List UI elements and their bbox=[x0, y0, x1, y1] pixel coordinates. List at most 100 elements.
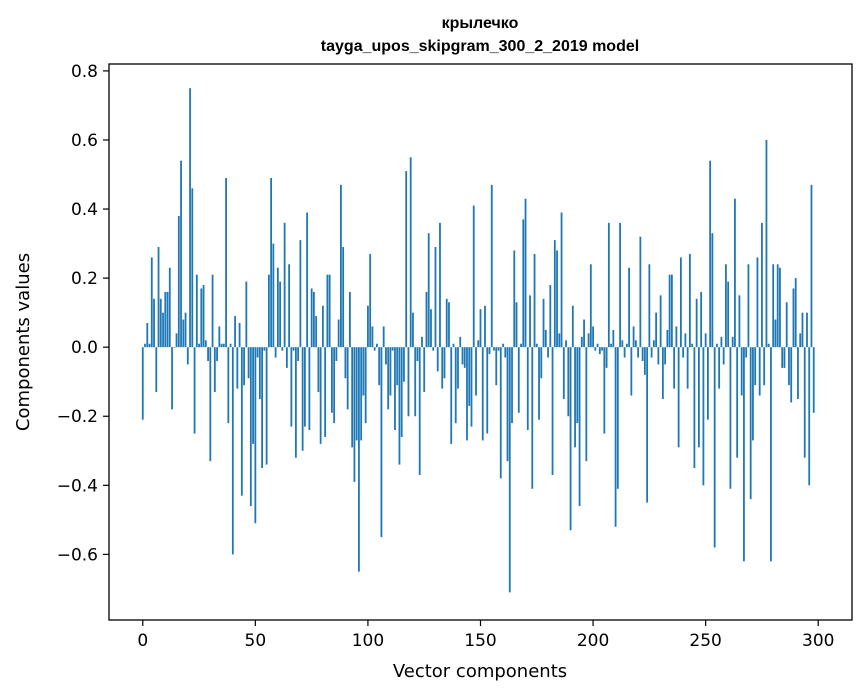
bar bbox=[655, 312, 658, 348]
bar bbox=[754, 347, 757, 386]
bar bbox=[166, 291, 169, 348]
bar bbox=[810, 184, 813, 348]
bar bbox=[502, 343, 504, 348]
bar bbox=[459, 336, 462, 348]
bar bbox=[756, 257, 759, 348]
bar bbox=[292, 347, 295, 351]
y-tick-label: 0.6 bbox=[71, 131, 98, 151]
bar bbox=[725, 264, 727, 348]
bar bbox=[159, 298, 162, 348]
bar bbox=[254, 347, 257, 524]
bar bbox=[587, 333, 590, 348]
bar bbox=[508, 347, 511, 593]
x-tick-label: 250 bbox=[689, 631, 721, 651]
bar bbox=[765, 139, 768, 348]
y-tick-label: −0.2 bbox=[57, 407, 98, 427]
x-axis-label: Vector components bbox=[393, 661, 567, 682]
bar bbox=[436, 347, 439, 372]
bar bbox=[792, 288, 795, 348]
bar bbox=[441, 347, 444, 389]
bar bbox=[376, 343, 378, 348]
bar bbox=[698, 347, 700, 448]
bar bbox=[180, 160, 182, 348]
bar bbox=[294, 347, 297, 458]
bar bbox=[369, 253, 372, 348]
bar bbox=[184, 312, 187, 348]
bar bbox=[797, 347, 799, 399]
bar bbox=[585, 347, 588, 462]
bar bbox=[562, 347, 565, 399]
bar bbox=[207, 347, 209, 361]
bar bbox=[285, 347, 288, 368]
bar bbox=[216, 347, 218, 361]
bar bbox=[382, 326, 385, 348]
bar bbox=[641, 347, 644, 361]
bar bbox=[175, 333, 178, 348]
bar bbox=[258, 347, 261, 399]
bar bbox=[306, 212, 309, 348]
bar bbox=[673, 347, 676, 389]
bar bbox=[193, 347, 196, 434]
bar bbox=[625, 343, 628, 348]
bar bbox=[150, 257, 153, 348]
bar bbox=[583, 319, 585, 348]
bar bbox=[616, 347, 619, 489]
bar bbox=[335, 347, 338, 361]
bar bbox=[808, 347, 811, 486]
bar bbox=[371, 326, 374, 348]
bar bbox=[639, 236, 642, 348]
bar bbox=[738, 295, 741, 348]
bar bbox=[736, 347, 739, 458]
bar bbox=[628, 267, 630, 348]
bar bbox=[427, 233, 430, 348]
bar bbox=[711, 233, 714, 348]
bar bbox=[499, 347, 502, 479]
bar bbox=[790, 347, 793, 403]
bar bbox=[222, 343, 225, 348]
bar bbox=[346, 347, 349, 410]
bar bbox=[675, 326, 678, 348]
bar bbox=[265, 347, 268, 465]
bar bbox=[220, 343, 223, 348]
bar bbox=[276, 267, 279, 348]
bar bbox=[668, 274, 671, 348]
bar bbox=[421, 336, 423, 348]
bar bbox=[517, 347, 520, 413]
bar bbox=[547, 347, 549, 358]
bar bbox=[157, 247, 160, 348]
bar bbox=[567, 347, 570, 417]
bar bbox=[619, 222, 621, 348]
bar bbox=[596, 343, 599, 348]
bar bbox=[353, 347, 356, 482]
bar bbox=[556, 250, 558, 348]
bar bbox=[522, 219, 525, 348]
bar bbox=[621, 340, 624, 348]
bar bbox=[515, 302, 518, 348]
y-tick-label: 0.8 bbox=[71, 62, 98, 82]
bar bbox=[630, 347, 633, 396]
x-tick-label: 0 bbox=[137, 631, 148, 651]
bar bbox=[704, 333, 707, 348]
bar bbox=[614, 347, 617, 527]
bar bbox=[598, 347, 601, 355]
bar bbox=[589, 264, 592, 348]
chart-title: крылечко bbox=[442, 15, 519, 32]
bar bbox=[682, 347, 685, 358]
x-tick-label: 300 bbox=[802, 631, 834, 651]
bar bbox=[301, 347, 304, 451]
bar bbox=[331, 347, 333, 413]
bar bbox=[141, 347, 144, 420]
bar bbox=[580, 336, 583, 348]
bar bbox=[740, 347, 743, 396]
bar bbox=[387, 347, 390, 410]
bar bbox=[513, 250, 516, 348]
bar bbox=[684, 333, 687, 348]
bar bbox=[373, 347, 376, 351]
bar bbox=[803, 347, 806, 458]
bar bbox=[652, 340, 655, 348]
bar bbox=[409, 157, 412, 348]
bar bbox=[227, 347, 230, 424]
bar bbox=[612, 329, 615, 348]
bar bbox=[781, 347, 784, 368]
